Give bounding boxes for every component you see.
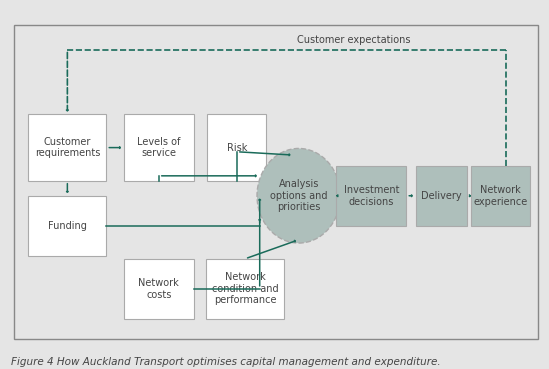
FancyBboxPatch shape bbox=[29, 114, 107, 181]
Text: Network
experience: Network experience bbox=[473, 185, 528, 207]
Ellipse shape bbox=[257, 148, 340, 243]
FancyBboxPatch shape bbox=[416, 166, 467, 225]
Text: Network
costs: Network costs bbox=[138, 278, 179, 300]
FancyBboxPatch shape bbox=[124, 114, 194, 181]
Text: Figure 4 How Auckland Transport optimises capital management and expenditure.: Figure 4 How Auckland Transport optimise… bbox=[11, 357, 441, 367]
Text: Analysis
options and
priorities: Analysis options and priorities bbox=[270, 179, 327, 212]
FancyBboxPatch shape bbox=[337, 166, 406, 225]
Text: Customer
requirements: Customer requirements bbox=[35, 137, 100, 158]
FancyBboxPatch shape bbox=[471, 166, 530, 225]
Text: Risk: Risk bbox=[227, 142, 247, 153]
Text: Funding: Funding bbox=[48, 221, 87, 231]
FancyBboxPatch shape bbox=[29, 196, 107, 255]
Text: Delivery: Delivery bbox=[421, 191, 462, 201]
Text: Customer expectations: Customer expectations bbox=[298, 35, 411, 45]
Text: Investment
decisions: Investment decisions bbox=[344, 185, 399, 207]
Text: Network
condition and
performance: Network condition and performance bbox=[211, 272, 278, 305]
FancyBboxPatch shape bbox=[206, 259, 284, 318]
FancyBboxPatch shape bbox=[124, 259, 194, 318]
FancyBboxPatch shape bbox=[208, 114, 266, 181]
Text: Levels of
service: Levels of service bbox=[137, 137, 181, 158]
